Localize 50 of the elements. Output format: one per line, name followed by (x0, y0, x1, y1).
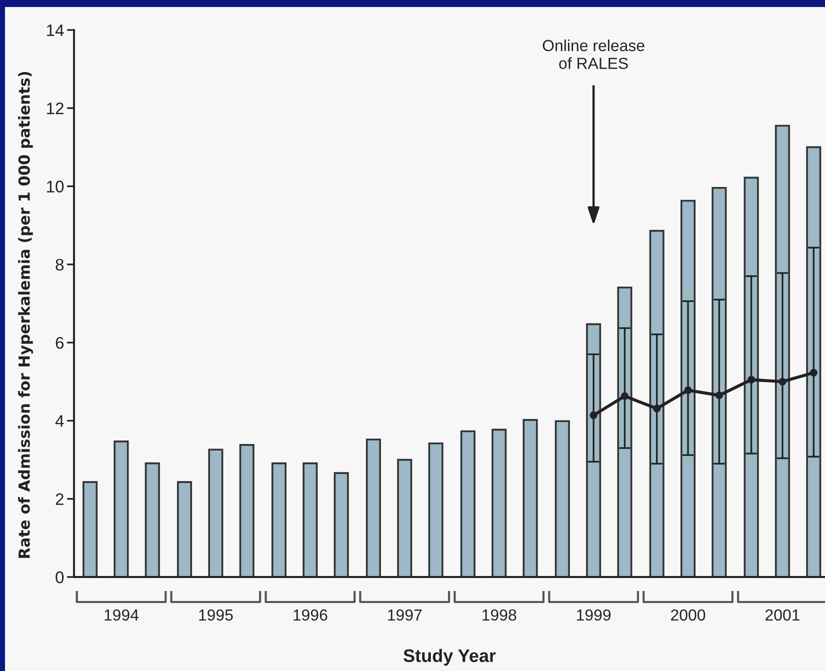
bar (82, 481, 98, 577)
x-tick-label: 1999 (577, 609, 611, 621)
y-tick-label: 4 (55, 415, 64, 427)
bar (144, 462, 160, 577)
x-tick-label: 1998 (482, 609, 516, 621)
bar (397, 458, 412, 577)
bar (586, 323, 602, 577)
x-tick-label: 1996 (294, 609, 328, 621)
bar (806, 146, 822, 577)
bar (302, 462, 318, 577)
x-tick-label: 1994 (104, 609, 139, 621)
y-tick-label: 14 (47, 24, 64, 36)
point (620, 392, 629, 400)
x-tick-label: 2000 (671, 609, 706, 621)
y-tick-label: 8 (56, 258, 64, 271)
bar (114, 440, 129, 577)
point (747, 376, 756, 384)
bar (680, 200, 696, 577)
bar (208, 448, 224, 577)
point (653, 404, 661, 412)
bar (712, 186, 727, 577)
bar (744, 176, 759, 577)
point (684, 386, 692, 394)
bar (522, 419, 538, 577)
bar (334, 472, 349, 577)
y-tick-label: 12 (47, 102, 64, 114)
bar (649, 230, 664, 577)
point (778, 378, 786, 386)
bar (271, 462, 287, 577)
x-tick-label: 2001 (766, 609, 800, 621)
point (590, 411, 598, 420)
y-tick-label: 2 (56, 493, 64, 505)
bar (366, 438, 381, 577)
y-tick-label: 10 (47, 180, 64, 192)
bar (460, 430, 476, 577)
y-axis-title: Rate of Admission for Hyperkalemia (per 1 000 patients) (18, 72, 33, 558)
bar (554, 420, 570, 577)
bar (239, 444, 254, 577)
bar (177, 481, 192, 577)
x-tick-label: 1995 (199, 609, 233, 621)
bar (617, 286, 632, 577)
x-axis-title: Study Year (404, 648, 496, 666)
x-tick-label: 1997 (388, 609, 422, 621)
y-tick-label: 6 (56, 336, 64, 349)
point (715, 392, 724, 400)
bar (428, 442, 444, 577)
annotation: Online release of RALES (542, 40, 644, 70)
y-tick-label: 0 (56, 571, 64, 584)
point (810, 368, 818, 376)
bar (492, 428, 507, 577)
